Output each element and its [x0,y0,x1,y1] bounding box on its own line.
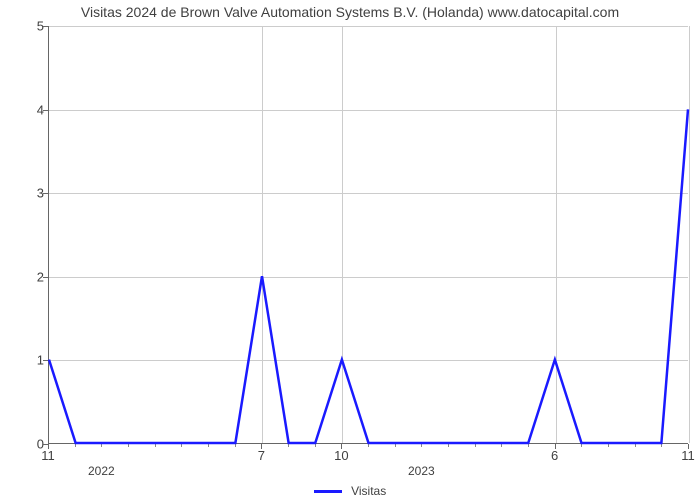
line-series [49,26,688,443]
legend-swatch [314,490,342,493]
x-tick-label: 7 [258,448,265,463]
y-tick-label: 3 [4,186,44,201]
x-tick-label: 11 [41,448,55,463]
chart-title: Visitas 2024 de Brown Valve Automation S… [0,4,700,20]
legend: Visitas [0,484,700,498]
y-tick-label: 0 [4,437,44,452]
plot-area [48,26,688,444]
y-tick-label: 4 [4,102,44,117]
x-tick-label: 10 [334,448,348,463]
x-secondary-label: 2023 [408,464,435,478]
x-secondary-label: 2022 [88,464,115,478]
y-tick-label: 1 [4,353,44,368]
x-tick-label: 11 [681,448,695,463]
y-tick-label: 5 [4,19,44,34]
legend-label: Visitas [351,484,386,498]
x-tick-label: 6 [551,448,558,463]
y-tick-label: 2 [4,269,44,284]
chart-container: Visitas 2024 de Brown Valve Automation S… [0,0,700,500]
